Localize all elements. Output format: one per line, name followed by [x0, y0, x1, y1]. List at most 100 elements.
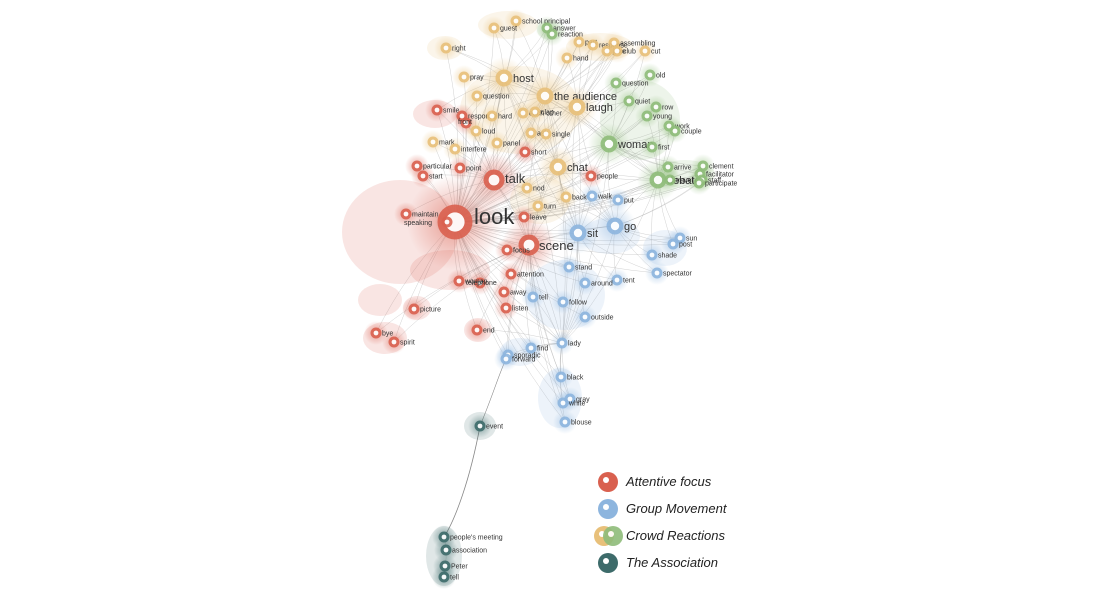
node-center: [666, 123, 672, 129]
node-center: [524, 185, 530, 191]
node-center: [463, 120, 469, 126]
node-label: school principal: [522, 18, 571, 25]
node-center: [588, 173, 594, 179]
node-center: [430, 139, 436, 145]
node-label: maintain: [412, 211, 439, 218]
node-label: clap: [541, 109, 554, 116]
node-center: [508, 271, 514, 277]
node-center: [530, 294, 536, 300]
node-center: [488, 174, 500, 186]
node-center: [457, 165, 463, 171]
legend-swatch-icon: [594, 552, 624, 574]
node-center: [373, 330, 379, 336]
node-center: [572, 102, 582, 112]
node-center: [553, 162, 563, 172]
node-label: shade: [658, 252, 677, 259]
node-label: host: [513, 73, 534, 85]
node-center: [459, 113, 465, 119]
node-center: [444, 219, 450, 225]
node-label: debate: [667, 175, 701, 187]
node-center: [513, 18, 519, 24]
node-center: [403, 211, 409, 217]
node-center: [523, 239, 535, 251]
node-label: single: [552, 131, 570, 138]
node-label: point: [466, 165, 481, 172]
node-label: answer: [553, 25, 576, 32]
node-center: [576, 39, 582, 45]
node-label: speaking: [404, 220, 432, 227]
node-label: post: [679, 241, 692, 248]
node-label: young: [653, 113, 672, 120]
node-label: outside: [591, 314, 614, 321]
node-center: [420, 173, 426, 179]
node-label: start: [429, 173, 443, 180]
node-label: tent: [623, 277, 635, 284]
node-center: [610, 221, 620, 231]
node-label: gray: [576, 396, 590, 403]
node-center: [461, 74, 467, 80]
node-label: cut: [651, 48, 660, 55]
node-label: assembling: [620, 40, 656, 47]
node-center: [647, 72, 653, 78]
node-label: row: [662, 104, 674, 111]
node-label: right: [452, 45, 466, 52]
node-center: [665, 164, 671, 170]
node-label: forward: [512, 356, 535, 363]
node-label: lady: [568, 340, 581, 347]
node-label: hand: [573, 55, 589, 62]
node-label: nod: [533, 185, 545, 192]
node-label: staff: [708, 177, 721, 184]
legend: Attentive focus Group Movement Crowd Rea…: [594, 468, 794, 576]
node-label: mark: [439, 139, 455, 146]
node-label: guest: [500, 25, 517, 32]
legend-label: Attentive focus: [626, 474, 712, 489]
node-center: [391, 339, 397, 345]
node-label: the audience: [554, 91, 617, 103]
node-label: focus: [513, 247, 530, 254]
node-label: particular: [423, 163, 452, 170]
node-center: [611, 40, 617, 46]
node-center: [564, 55, 570, 61]
node-label: facilitator: [706, 171, 735, 178]
node-center: [670, 241, 676, 247]
node-label: spectator: [663, 270, 692, 277]
node-center: [535, 203, 541, 209]
node-label: find: [537, 345, 548, 352]
node-center: [566, 264, 572, 270]
node-label: chat: [567, 162, 588, 174]
node-center: [520, 110, 526, 116]
node-center: [443, 45, 449, 51]
node-label: attention: [517, 271, 544, 278]
node-label: hard: [498, 113, 512, 120]
node-label: woman: [617, 139, 653, 151]
node-center: [503, 356, 509, 362]
node-center: [499, 73, 509, 83]
node-label: bye: [382, 330, 393, 337]
node-label: participate: [705, 180, 737, 187]
node-center: [491, 25, 497, 31]
network-edge: [443, 425, 481, 538]
node-label: response: [468, 113, 497, 120]
node-center: [667, 177, 673, 183]
node-center: [644, 113, 650, 119]
node-label: picture: [420, 306, 441, 313]
node-label: people: [597, 173, 618, 180]
node-label: follow: [569, 299, 588, 306]
node-center: [528, 345, 534, 351]
node-label: end: [483, 327, 495, 334]
legend-label: The Association: [626, 555, 719, 570]
node-label: question: [622, 80, 649, 87]
node-center: [654, 270, 660, 276]
node-label: panel: [503, 140, 521, 147]
node-center: [474, 327, 480, 333]
node-label: turn: [544, 203, 556, 210]
node-label: Peter: [451, 563, 468, 570]
node-label: away: [510, 289, 527, 296]
node-center: [442, 563, 448, 569]
node-label: interfere: [461, 146, 487, 153]
node-center: [456, 278, 462, 284]
node-label: each other: [529, 110, 563, 117]
node-center: [477, 423, 483, 429]
node-label: back: [572, 194, 587, 201]
node-center: [558, 374, 564, 380]
